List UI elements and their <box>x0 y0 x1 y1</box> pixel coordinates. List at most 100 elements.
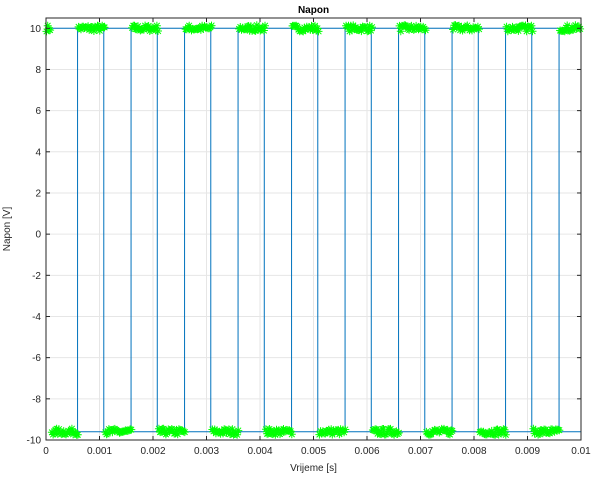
data-point-marker <box>271 430 280 439</box>
x-tick-label: 0.001 <box>87 446 112 457</box>
y-tick-label: -10 <box>27 436 42 447</box>
x-tick-label: 0.006 <box>354 446 379 457</box>
data-point-marker <box>222 428 231 437</box>
chart-title: Napon <box>298 5 329 16</box>
data-point-marker <box>210 425 219 434</box>
data-point-marker <box>305 23 314 32</box>
data-point-marker <box>575 22 583 31</box>
data-point-marker <box>555 426 564 435</box>
y-tick-label: 0 <box>35 230 41 241</box>
data-point-marker <box>560 27 569 36</box>
data-point-marker <box>211 429 220 438</box>
data-point-marker <box>152 21 161 30</box>
data-point-marker <box>336 425 345 434</box>
data-point-marker <box>315 430 324 439</box>
data-point-marker <box>196 25 205 34</box>
x-tick-label: 0.005 <box>301 446 326 457</box>
data-point-marker <box>186 24 195 33</box>
y-tick-label: 6 <box>35 106 41 117</box>
y-tick-label: -4 <box>32 312 41 323</box>
x-axis-title: Vrijeme [s] <box>290 463 337 474</box>
data-point-marker <box>159 424 168 433</box>
data-point-marker <box>101 428 110 437</box>
data-point-marker <box>134 22 142 31</box>
x-tick-label: 0.009 <box>515 446 540 457</box>
x-tick-label: 0.01 <box>571 446 591 457</box>
data-point-marker <box>287 430 296 439</box>
data-point-marker <box>500 425 509 434</box>
data-point-marker <box>199 24 208 33</box>
data-point-marker <box>103 429 112 438</box>
x-tick-label: 0.008 <box>461 446 486 457</box>
data-point-marker <box>286 427 295 436</box>
data-point-marker <box>67 424 76 433</box>
data-point-marker <box>144 22 153 30</box>
data-point-marker <box>374 426 383 435</box>
plot-area: 0 0.001 0.002 0.003 0.004 0.005 0.006 0.007 0.00… <box>27 17 591 457</box>
data-point-marker <box>293 22 302 31</box>
data-point-marker <box>219 429 227 438</box>
data-point-marker <box>506 24 515 32</box>
data-point-marker <box>100 23 109 32</box>
data-point-marker <box>228 425 237 434</box>
y-tick-label: 2 <box>35 188 41 199</box>
data-point-marker <box>309 25 318 34</box>
data-point-marker <box>340 428 349 437</box>
x-tick-label: 0.003 <box>194 446 219 457</box>
data-point-marker <box>236 23 245 31</box>
x-tick-label: 0.004 <box>247 446 272 457</box>
data-point-marker <box>355 26 364 35</box>
data-point-marker <box>473 22 482 31</box>
data-point-marker <box>379 425 388 433</box>
data-point-marker <box>154 27 162 35</box>
x-tick-label: 0.002 <box>140 446 165 457</box>
data-point-marker <box>299 27 308 36</box>
data-point-marker <box>357 27 366 36</box>
data-point-marker <box>356 23 365 32</box>
data-point-marker <box>251 26 260 35</box>
data-point-marker <box>463 21 472 30</box>
data-point-marker <box>47 428 56 437</box>
data-point-marker <box>475 25 483 34</box>
data-point-marker <box>46 26 55 35</box>
x-tick-label: 0 <box>43 446 49 457</box>
data-point-marker <box>436 427 445 436</box>
data-point-marker <box>312 26 321 35</box>
data-point-marker <box>372 425 381 434</box>
data-point-marker <box>445 430 454 439</box>
y-tick-label: 4 <box>35 147 41 158</box>
series-line-napon <box>46 27 581 433</box>
data-point-marker <box>127 425 136 434</box>
data-point-marker <box>412 21 421 30</box>
data-point-marker <box>268 430 277 439</box>
data-point-marker <box>207 21 216 30</box>
data-point-marker <box>326 429 334 438</box>
data-point-marker <box>407 21 416 30</box>
y-axis-title: Napon [V] <box>2 207 13 252</box>
data-point-marker <box>421 26 430 35</box>
data-point-marker <box>530 429 539 438</box>
data-point-marker <box>59 427 68 436</box>
y-tick-label: -6 <box>32 353 41 364</box>
data-point-marker <box>563 21 572 30</box>
data-point-marker <box>151 26 160 35</box>
data-point-marker <box>532 428 541 437</box>
data-point-marker <box>180 428 189 437</box>
data-point-marker <box>182 25 191 34</box>
y-tick-label: 8 <box>35 65 41 76</box>
data-point-marker <box>345 27 354 36</box>
data-point-marker <box>392 427 401 436</box>
data-point-marker <box>545 429 554 438</box>
data-point-marker <box>386 424 395 433</box>
data-point-marker <box>327 425 336 434</box>
data-point-marker <box>514 26 523 35</box>
data-point-marker <box>313 24 322 33</box>
data-point-marker <box>528 27 537 36</box>
data-point-marker <box>330 428 339 437</box>
data-point-marker <box>341 425 350 434</box>
data-point-marker <box>334 425 343 434</box>
data-point-marker <box>97 24 105 33</box>
data-point-marker <box>54 425 63 434</box>
data-point-marker <box>576 24 585 33</box>
